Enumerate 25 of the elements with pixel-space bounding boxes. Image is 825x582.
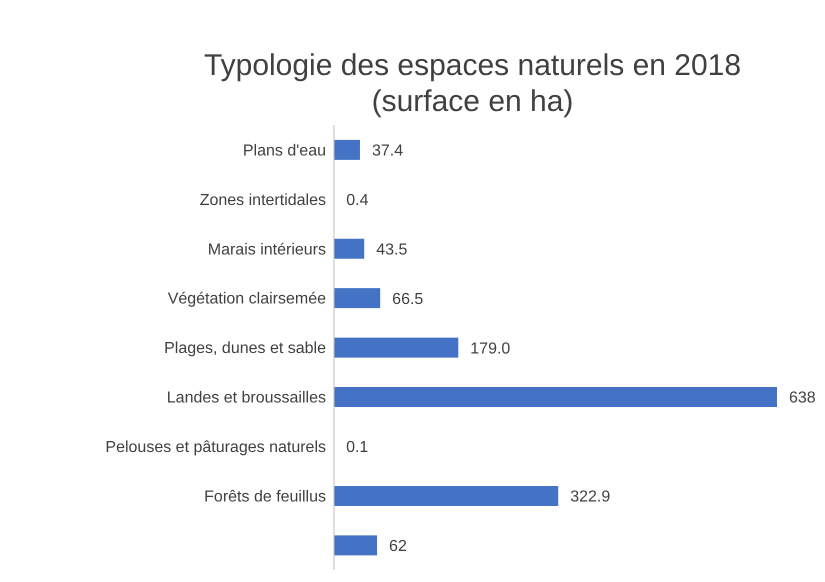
y-tick-label: Forêts de feuillus bbox=[204, 488, 326, 506]
data-label: 322.9 bbox=[570, 488, 610, 506]
data-label: 179.0 bbox=[470, 340, 510, 358]
bar bbox=[334, 238, 364, 259]
data-label: 0.1 bbox=[346, 439, 368, 456]
bar bbox=[334, 486, 558, 506]
bar bbox=[334, 288, 380, 308]
data-label: 66.5 bbox=[392, 290, 424, 308]
data-label: 62 bbox=[389, 538, 407, 556]
y-tick-label: Landes et broussailles bbox=[166, 390, 326, 407]
bar bbox=[334, 140, 360, 160]
data-label: 37.4 bbox=[372, 142, 404, 160]
y-tick-label: Plages, dunes et sable bbox=[164, 340, 326, 358]
bar bbox=[334, 387, 777, 408]
y-tick-label: Marais intérieurs bbox=[208, 241, 326, 258]
chart-title: Typologie des espaces naturels en 2018 (surface en ha) bbox=[202, 48, 742, 120]
y-tick-label: Végétation clairsemée bbox=[168, 290, 326, 308]
bar bbox=[334, 338, 458, 358]
bar bbox=[334, 535, 378, 556]
data-label: 43.5 bbox=[376, 241, 408, 258]
y-tick-label: Plans d'eau bbox=[242, 142, 326, 160]
y-tick-label: Zones intertidales bbox=[200, 192, 326, 209]
data-label: 638 bbox=[789, 390, 816, 407]
y-tick-label: Pelouses et pâturages naturels bbox=[105, 439, 326, 456]
data-label: 0.4 bbox=[346, 192, 369, 209]
